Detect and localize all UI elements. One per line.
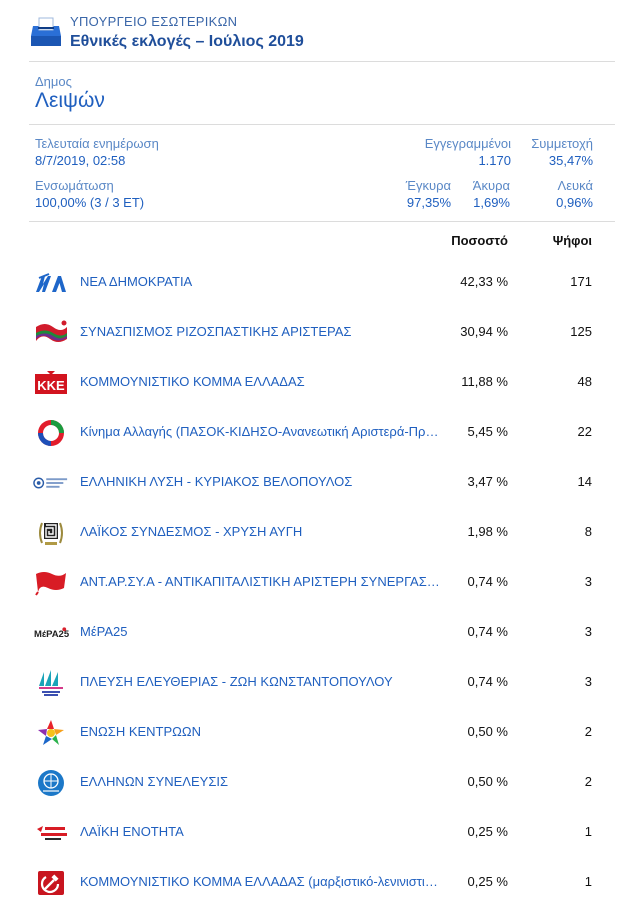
party-percent: 0,74 %: [467, 574, 508, 589]
nd-logo-icon: [33, 270, 69, 296]
table-row[interactable]: ΣΥΝΑΣΠΙΣΜΟΣ ΡΙΖΟΣΠΑΣΤΙΚΗΣ ΑΡΙΣΤΕΡΑΣ 30,9…: [0, 308, 620, 358]
party-percent: 5,45 %: [467, 424, 508, 439]
party-name[interactable]: ΠΛΕΥΣΗ ΕΛΕΥΘΕΡΙΑΣ - ΖΩΗ ΚΩΝΣΤΑΝΤΟΠΟΥΛΟΥ: [80, 674, 393, 689]
table-row[interactable]: ΠΛΕΥΣΗ ΕΛΕΥΘΕΡΙΑΣ - ΖΩΗ ΚΩΝΣΤΑΝΤΟΠΟΥΛΟΥ …: [0, 658, 620, 708]
ballot-box-icon: [31, 17, 61, 46]
last-update-label: Τελευταία ενημέρωση: [35, 136, 159, 151]
party-percent: 30,94 %: [460, 324, 508, 339]
party-name[interactable]: ΕΛΛΗΝΙΚΗ ΛΥΣΗ - ΚΥΡΙΑΚΟΣ ΒΕΛΟΠΟΥΛΟΣ: [80, 474, 353, 489]
ministry-name: ΥΠΟΥΡΓΕΙΟ ΕΣΩΤΕΡΙΚΩΝ: [70, 14, 238, 29]
party-percent: 11,88 %: [461, 374, 508, 389]
mera25-logo-icon: ΜέΡΑ25: [33, 620, 69, 646]
kinal-logo-icon: [33, 420, 69, 446]
divider: [29, 221, 615, 222]
party-name[interactable]: ΚΟΜΜΟΥΝΙΣΤΙΚΟ ΚΟΜΜΑ ΕΛΛΑΔΑΣ: [80, 374, 305, 389]
party-votes: 14: [577, 474, 592, 489]
kke-logo-icon: ΚΚΕ: [33, 370, 69, 396]
party-name[interactable]: ΑΝΤ.ΑΡ.ΣΥ.Α - ΑΝΤΙΚΑΠΙΤΑΛΙΣΤΙΚΗ ΑΡΙΣΤΕΡΗ…: [80, 574, 440, 589]
party-votes: 171: [570, 274, 592, 289]
party-percent: 0,25 %: [467, 874, 508, 889]
party-name[interactable]: ΝΕΑ ΔΗΜΟΚΡΑΤΙΑ: [80, 274, 193, 289]
meander-wreath-icon: [33, 520, 69, 546]
party-name[interactable]: ΛΑΪΚΗ ΕΝΟΤΗΤΑ: [80, 824, 184, 839]
table-row[interactable]: ΑΝΤ.ΑΡ.ΣΥ.Α - ΑΝΤΙΚΑΠΙΤΑΛΙΣΤΙΚΗ ΑΡΙΣΤΕΡΗ…: [0, 558, 620, 608]
page-header: ΥΠΟΥΡΓΕΙΟ ΕΣΩΤΕΡΙΚΩΝ Εθνικές εκλογές – Ι…: [0, 0, 620, 62]
votes-column-header[interactable]: Ψήφοι: [552, 233, 592, 248]
divider: [29, 61, 615, 62]
party-percent: 0,74 %: [467, 624, 508, 639]
table-row[interactable]: ΕΛΛΗΝΩΝ ΣΥΝΕΛΕΥΣΙΣ 0,50 % 2: [0, 758, 620, 808]
party-percent: 0,50 %: [467, 724, 508, 739]
party-votes: 3: [584, 674, 592, 689]
party-votes: 2: [584, 724, 592, 739]
party-votes: 3: [584, 574, 592, 589]
percent-column-header[interactable]: Ποσοστό: [451, 233, 508, 248]
svg-text:ΚΚΕ: ΚΚΕ: [37, 378, 65, 393]
blank-label: Λευκά: [557, 178, 593, 193]
table-row[interactable]: ΕΝΩΣΗ ΚΕΝΤΡΩΩΝ 0,50 % 2: [0, 708, 620, 758]
last-update-value: 8/7/2019, 02:58: [35, 153, 126, 168]
table-row[interactable]: ΛΑΪΚΟΣ ΣΥΝΔΕΣΜΟΣ - ΧΡΥΣΗ ΑΥΓΗ 1,98 % 8: [0, 508, 620, 558]
party-name[interactable]: Κίνημα Αλλαγής (ΠΑΣΟΚ-ΚΙΔΗΣΟ-Ανανεωτική …: [80, 424, 440, 439]
elliniki-lysi-logo-icon: [33, 470, 69, 496]
party-votes: 48: [577, 374, 592, 389]
integration-label: Ενσωμάτωση: [35, 178, 114, 193]
party-name[interactable]: ΣΥΝΑΣΠΙΣΜΟΣ ΡΙΖΟΣΠΑΣΤΙΚΗΣ ΑΡΙΣΤΕΡΑΣ: [80, 324, 352, 339]
invalid-label: Άκυρα: [472, 178, 510, 193]
party-votes: 1: [584, 824, 592, 839]
valid-value: 97,35%: [406, 195, 451, 210]
red-flag-icon: [33, 570, 69, 596]
party-votes: 125: [570, 324, 592, 339]
svg-text:ΜέΡΑ25: ΜέΡΑ25: [34, 629, 69, 640]
party-percent: 42,33 %: [460, 274, 508, 289]
party-votes: 22: [577, 424, 592, 439]
party-name[interactable]: ΜέΡΑ25: [80, 624, 128, 639]
table-row[interactable]: ΚΟΜΜΟΥΝΙΣΤΙΚΟ ΚΟΜΜΑ ΕΛΛΑΔΑΣ (μαρξιστικό-…: [0, 858, 620, 908]
party-name[interactable]: ΛΑΪΚΟΣ ΣΥΝΔΕΣΜΟΣ - ΧΡΥΣΗ ΑΥΓΗ: [80, 524, 303, 539]
party-percent: 0,50 %: [467, 774, 508, 789]
table-row[interactable]: ΕΛΛΗΝΙΚΗ ΛΥΣΗ - ΚΥΡΙΑΚΟΣ ΒΕΛΟΠΟΥΛΟΣ 3,47…: [0, 458, 620, 508]
election-title: Εθνικές εκλογές – Ιούλιος 2019: [70, 33, 304, 50]
colored-star-icon: [33, 720, 69, 746]
divider: [29, 124, 615, 125]
sailboat-logo-icon: [33, 670, 69, 696]
party-name[interactable]: ΕΛΛΗΝΩΝ ΣΥΝΕΛΕΥΣΙΣ: [80, 774, 229, 789]
party-percent: 0,74 %: [467, 674, 508, 689]
syriza-flag-icon: [33, 320, 69, 346]
party-name[interactable]: ΚΟΜΜΟΥΝΙΣΤΙΚΟ ΚΟΜΜΑ ΕΛΛΑΔΑΣ (μαρξιστικό-…: [80, 874, 440, 889]
table-row[interactable]: ΝΕΑ ΔΗΜΟΚΡΑΤΙΑ 42,33 % 171: [0, 258, 620, 308]
party-votes: 1: [584, 874, 592, 889]
blank-value: 0,96%: [556, 195, 593, 210]
table-row[interactable]: Κίνημα Αλλαγής (ΠΑΣΟΚ-ΚΙΔΗΣΟ-Ανανεωτική …: [0, 408, 620, 458]
invalid-value: 1,69%: [473, 195, 510, 210]
registered-value: 1.170: [478, 153, 511, 168]
registered-label: Εγγεγραμμένοι: [424, 136, 511, 151]
party-votes: 8: [584, 524, 592, 539]
party-votes: 3: [584, 624, 592, 639]
turnout-label: Συμμετοχή: [531, 136, 593, 151]
valid-label: Έγκυρα: [405, 178, 451, 193]
party-name[interactable]: ΕΝΩΣΗ ΚΕΝΤΡΩΩΝ: [80, 724, 201, 739]
party-percent: 0,25 %: [467, 824, 508, 839]
municipality-name: Λειψών: [35, 89, 105, 112]
party-percent: 3,47 %: [467, 474, 508, 489]
turnout-value: 35,47%: [548, 153, 593, 168]
party-percent: 1,98 %: [467, 524, 508, 539]
table-row[interactable]: ΛΑΪΚΗ ΕΝΟΤΗΤΑ 0,25 % 1: [0, 808, 620, 858]
globe-circle-icon: [33, 770, 69, 796]
hammer-sickle-icon: [33, 870, 69, 896]
table-row[interactable]: ΚΚΕ ΚΟΜΜΟΥΝΙΣΤΙΚΟ ΚΟΜΜΑ ΕΛΛΑΔΑΣ 11,88 % …: [0, 358, 620, 408]
municipality-label: Δημος: [35, 74, 72, 89]
integration-value: 100,00% (3 / 3 ΕΤ): [35, 195, 145, 210]
table-row[interactable]: ΜέΡΑ25 ΜέΡΑ25 0,74 % 3: [0, 608, 620, 658]
party-votes: 2: [584, 774, 592, 789]
laiki-enotita-logo-icon: [33, 820, 69, 846]
